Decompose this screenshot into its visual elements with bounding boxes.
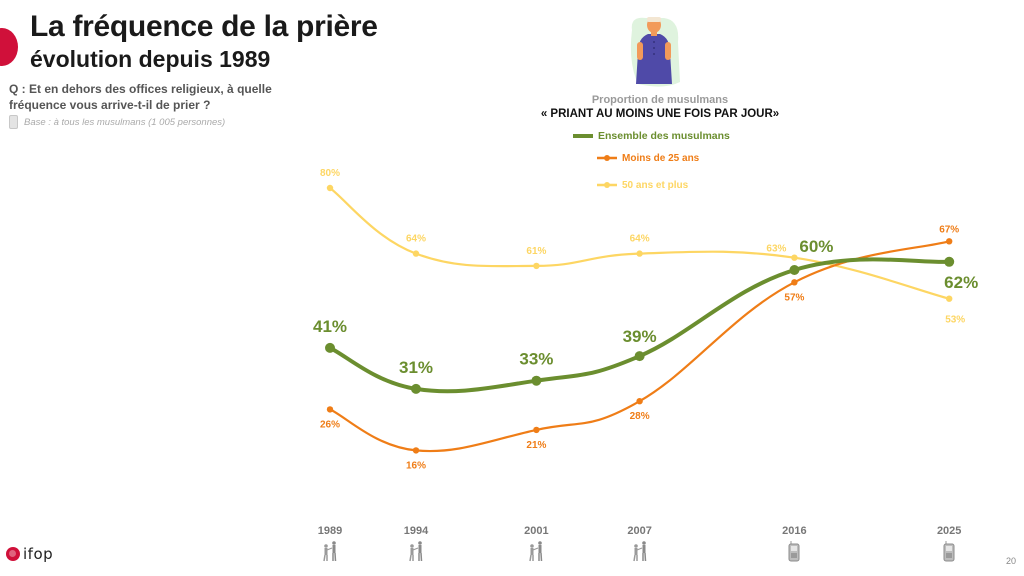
data-point-ensemble-1989 bbox=[325, 342, 335, 353]
data-label-plus50-2001: 61% bbox=[526, 246, 546, 257]
data-point-plus50-1989 bbox=[326, 184, 334, 192]
data-label-ensemble-2007: 39% bbox=[623, 327, 657, 346]
data-label-moins25-2016: 57% bbox=[784, 292, 804, 303]
x-tick-label-1989: 1989 bbox=[317, 525, 343, 537]
x-tick-label-2007: 2007 bbox=[627, 525, 652, 537]
data-point-plus50-2016 bbox=[791, 254, 798, 261]
survey-base-text: Base : à tous les musulmans (1 005 perso… bbox=[24, 116, 226, 128]
data-label-moins25-2001: 21% bbox=[526, 440, 546, 451]
data-label-plus50-2016: 63% bbox=[766, 244, 786, 255]
series-moins25: 26% 16% 21% 28% 57% 67% bbox=[320, 224, 959, 471]
chart-subtitle: Proportion de musulmans bbox=[591, 94, 729, 106]
legend-swatch-ensemble bbox=[573, 134, 593, 138]
x-tick-label-1994: 1994 bbox=[403, 525, 429, 537]
data-label-plus50-2025: 53% bbox=[945, 315, 965, 326]
series-ensemble: 41% 31% 33% 39% 60% 62% bbox=[313, 237, 978, 394]
data-point-plus50-2007 bbox=[636, 250, 643, 257]
data-point-moins25-2025 bbox=[946, 238, 953, 245]
data-label-plus50-2007: 64% bbox=[630, 234, 650, 245]
data-label-ensemble-2001: 33% bbox=[519, 350, 553, 369]
data-point-moins25-2007 bbox=[636, 398, 643, 405]
data-point-plus50-2025 bbox=[946, 295, 953, 302]
page-title: La fréquence de la prière bbox=[30, 10, 378, 43]
data-label-ensemble-2025: 62% bbox=[944, 273, 978, 292]
ifop-logo-mark bbox=[6, 547, 20, 561]
face-to-face-icon bbox=[323, 541, 337, 562]
data-point-ensemble-2025 bbox=[944, 256, 955, 267]
data-label-moins25-1989: 26% bbox=[320, 419, 340, 430]
survey-base: Base : à tous les musulmans (1 005 perso… bbox=[9, 115, 225, 129]
data-label-plus50-1989: 80% bbox=[320, 168, 340, 179]
data-label-plus50-1994: 64% bbox=[406, 234, 426, 245]
brand-accent-dot bbox=[0, 28, 18, 66]
data-point-ensemble-2016 bbox=[789, 265, 800, 275]
phone-icon bbox=[943, 541, 955, 562]
data-point-moins25-1989 bbox=[326, 406, 334, 413]
data-point-ensemble-2007 bbox=[634, 351, 645, 362]
praying-man-illustration bbox=[630, 17, 680, 87]
legend-swatch-plus50 bbox=[597, 182, 617, 188]
data-label-moins25-1994: 16% bbox=[406, 460, 426, 471]
x-tick-label-2001: 2001 bbox=[524, 525, 549, 537]
page-number: 20 bbox=[1005, 556, 1016, 566]
face-to-face-icon bbox=[632, 541, 646, 562]
legend-label-moins25: Moins de 25 ans bbox=[622, 152, 700, 164]
data-label-moins25-2025: 67% bbox=[939, 224, 959, 235]
phone-icon bbox=[788, 541, 800, 562]
survey-question: Q : Et en dehors des offices religieux, … bbox=[9, 82, 272, 112]
ifop-logo-text: ifop bbox=[23, 545, 54, 563]
chart-title: « PRIANT AU MOINS UNE FOIS PAR JOUR» bbox=[540, 108, 780, 120]
data-point-ensemble-1994 bbox=[411, 383, 421, 394]
legend-item-moins25: Moins de 25 ans bbox=[596, 150, 699, 166]
data-label-moins25-2007: 28% bbox=[630, 411, 650, 422]
data-point-moins25-2016 bbox=[791, 279, 798, 286]
data-point-moins25-1994 bbox=[412, 447, 420, 454]
data-label-ensemble-1989: 41% bbox=[313, 317, 347, 336]
x-tick-label-2025: 2025 bbox=[936, 525, 962, 537]
face-to-face-icon bbox=[409, 541, 423, 562]
legend-label-plus50: 50 ans et plus bbox=[622, 179, 689, 191]
x-tick-label-2016: 2016 bbox=[782, 525, 807, 537]
phone-icon bbox=[9, 115, 18, 129]
legend-item-plus50: 50 ans et plus bbox=[596, 177, 688, 193]
legend-label-ensemble: Ensemble des musulmans bbox=[598, 130, 730, 142]
data-point-moins25-2001 bbox=[533, 426, 540, 434]
ifop-logo: ifop bbox=[6, 545, 53, 563]
page-subtitle: évolution depuis 1989 bbox=[30, 46, 271, 72]
series-plus50: 80% 64% 61% 64% 63% 53% bbox=[320, 168, 965, 326]
data-point-plus50-1994 bbox=[412, 250, 420, 257]
legend-item-ensemble: Ensemble des musulmans bbox=[572, 128, 730, 144]
data-label-ensemble-1994: 31% bbox=[399, 358, 433, 377]
data-point-ensemble-2001 bbox=[531, 375, 542, 386]
legend-swatch-moins25 bbox=[597, 155, 617, 161]
data-point-plus50-2001 bbox=[533, 262, 540, 270]
face-to-face-icon bbox=[529, 541, 543, 562]
data-label-ensemble-2016: 60% bbox=[799, 237, 833, 256]
